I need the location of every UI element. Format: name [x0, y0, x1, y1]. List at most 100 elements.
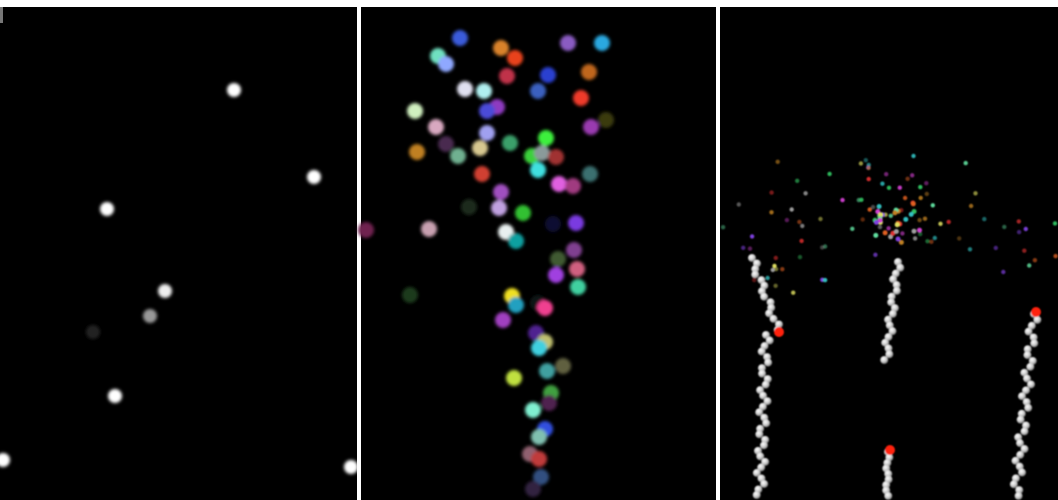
point: [780, 267, 785, 272]
point: [967, 247, 973, 252]
bead: [748, 254, 756, 262]
particle: [548, 149, 564, 165]
particle: [545, 216, 561, 232]
point: [894, 222, 900, 228]
particle: [474, 166, 490, 182]
particle: [438, 56, 454, 72]
panel-3: [720, 7, 1058, 500]
bead: [757, 463, 766, 472]
bead: [752, 491, 761, 499]
bead: [882, 481, 891, 489]
bead: [1030, 339, 1039, 348]
point: [968, 203, 974, 209]
particle: [452, 30, 468, 46]
point: [769, 190, 774, 195]
bead: [765, 309, 774, 318]
point: [850, 226, 855, 231]
particle: [531, 429, 547, 445]
bead: [1014, 492, 1023, 500]
point: [930, 203, 935, 208]
bead: [1020, 427, 1029, 436]
bead: [888, 309, 897, 318]
point: [898, 239, 904, 245]
point: [903, 216, 909, 222]
point: [803, 191, 808, 196]
particle: [493, 184, 509, 200]
particle: [421, 221, 437, 237]
particle: [515, 205, 531, 221]
point: [917, 227, 922, 233]
point: [932, 235, 937, 241]
bead: [765, 336, 774, 345]
point: [859, 197, 864, 202]
bead: [755, 430, 764, 439]
bead: [1020, 445, 1029, 454]
bead: [1016, 439, 1025, 448]
particle: [358, 222, 374, 238]
point: [797, 254, 803, 260]
particle: [530, 162, 546, 178]
point: [736, 202, 741, 207]
bead: [1016, 415, 1025, 424]
point: [973, 191, 978, 196]
particle: [86, 325, 100, 339]
point: [993, 245, 998, 251]
bead: [887, 298, 896, 307]
bead: [1024, 403, 1033, 412]
particle: [108, 389, 122, 403]
bead: [1027, 321, 1036, 330]
point: [799, 238, 804, 244]
point: [884, 172, 889, 177]
bead: [1023, 345, 1032, 354]
bead: [752, 468, 761, 477]
particle: [548, 267, 564, 283]
bead: [751, 270, 760, 279]
point: [827, 171, 832, 177]
particle: [525, 481, 541, 497]
particle: [533, 469, 549, 485]
bead: [758, 369, 767, 378]
bead: [1024, 327, 1033, 336]
bead: [1027, 380, 1036, 389]
point: [818, 216, 823, 222]
bead: [764, 358, 773, 367]
particle: [495, 312, 511, 328]
point: [720, 225, 726, 230]
bead: [889, 275, 898, 284]
point: [910, 201, 916, 207]
point: [870, 204, 876, 210]
point: [918, 195, 923, 201]
point: [1001, 269, 1006, 275]
point: [957, 236, 962, 241]
point: [924, 181, 929, 186]
particle: [476, 83, 492, 99]
point: [789, 207, 794, 212]
particle: [541, 395, 557, 411]
particle: [550, 251, 566, 267]
point: [797, 219, 802, 225]
point: [784, 217, 790, 223]
particle: [479, 125, 495, 141]
particle: [534, 145, 550, 161]
point: [877, 224, 883, 230]
bead: [1017, 392, 1026, 401]
particle: [472, 140, 488, 156]
particle: [502, 135, 518, 151]
point: [910, 173, 915, 178]
point: [1002, 224, 1007, 230]
bead: [759, 441, 768, 450]
particle: [307, 170, 321, 184]
point: [912, 236, 918, 241]
point: [929, 239, 934, 244]
bead: [757, 347, 766, 356]
bead: [885, 350, 894, 359]
point: [905, 176, 910, 181]
bead: [1029, 333, 1038, 342]
particle: [0, 453, 10, 467]
panel-1-particles: [0, 83, 358, 474]
red-bead: [885, 445, 895, 455]
point: [822, 277, 828, 283]
particle: [158, 284, 172, 298]
bead: [1018, 468, 1027, 477]
point: [925, 239, 930, 244]
